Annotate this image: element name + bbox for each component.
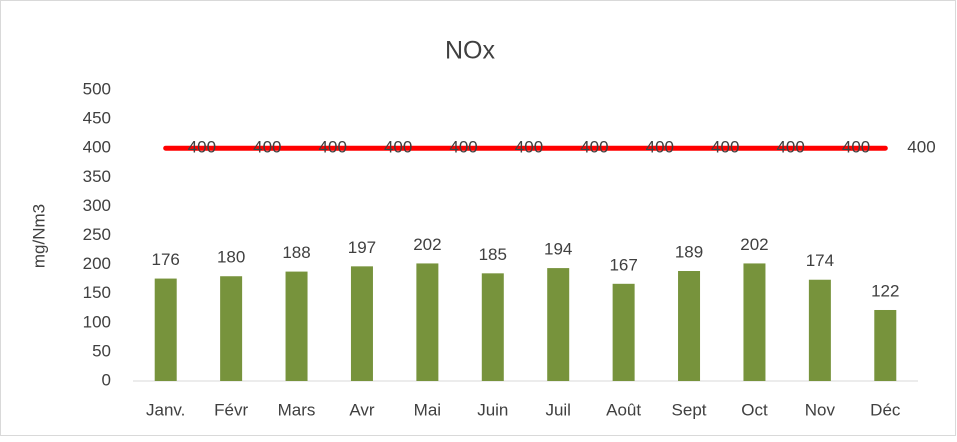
y-tick-label: 250	[83, 225, 111, 244]
x-tick-label: Juin	[477, 400, 508, 419]
y-tick-label: 50	[92, 341, 111, 360]
y-tick-label: 400	[83, 138, 111, 157]
bar	[416, 263, 439, 381]
data-label: 176	[152, 250, 180, 269]
y-tick-label: 300	[83, 196, 111, 215]
data-label: 194	[544, 240, 572, 259]
x-tick-label: Juil	[545, 400, 571, 419]
data-label: 188	[282, 243, 310, 262]
x-tick-label: Avr	[349, 400, 375, 419]
data-label: 197	[348, 238, 376, 257]
data-label: 400	[842, 138, 870, 157]
data-label: 400	[580, 138, 608, 157]
x-tick-label: Mai	[414, 400, 441, 419]
bar	[612, 283, 635, 381]
bar	[285, 271, 308, 381]
bar	[350, 266, 373, 381]
data-label: 400	[646, 138, 674, 157]
x-tick-label: Nov	[805, 400, 836, 419]
x-tick-label: Janv.	[146, 400, 185, 419]
chart-title: NOx	[445, 37, 496, 65]
data-label: 400	[711, 138, 739, 157]
bar	[547, 268, 570, 381]
data-label: 202	[413, 235, 441, 254]
data-label: 400	[188, 138, 216, 157]
x-tick-label: Déc	[870, 400, 901, 419]
data-label: 189	[675, 242, 703, 261]
y-tick-label: 450	[83, 109, 111, 128]
bar	[743, 263, 766, 381]
data-label: 400	[384, 138, 412, 157]
y-tick-label: 500	[83, 79, 111, 98]
data-label: 400	[776, 138, 804, 157]
y-tick-label: 100	[83, 312, 111, 331]
data-label: 400	[515, 138, 543, 157]
y-tick-label: 200	[83, 254, 111, 273]
x-tick-label: Sept	[672, 400, 707, 419]
bar	[874, 309, 897, 381]
bar	[220, 276, 243, 381]
data-label: 400	[253, 138, 281, 157]
bar	[678, 271, 701, 381]
bar	[154, 278, 177, 381]
y-axis-label: mg/Nm3	[29, 204, 48, 268]
x-tick-label: Févr	[214, 400, 248, 419]
x-tick-label: Août	[606, 400, 641, 419]
y-tick-label: 0	[102, 370, 111, 389]
bar	[808, 279, 831, 381]
data-label: 185	[479, 245, 507, 264]
data-label: 400	[907, 138, 935, 157]
x-tick-label: Oct	[741, 400, 768, 419]
data-label: 180	[217, 248, 245, 267]
y-tick-label: 150	[83, 283, 111, 302]
data-label: 167	[609, 255, 637, 274]
x-tick-label: Mars	[278, 400, 316, 419]
data-label: 400	[449, 138, 477, 157]
y-tick-label: 350	[83, 167, 111, 186]
data-label: 400	[319, 138, 347, 157]
data-label: 174	[806, 251, 834, 270]
data-label: 202	[740, 235, 768, 254]
data-label: 122	[871, 281, 899, 300]
bar	[481, 273, 504, 381]
